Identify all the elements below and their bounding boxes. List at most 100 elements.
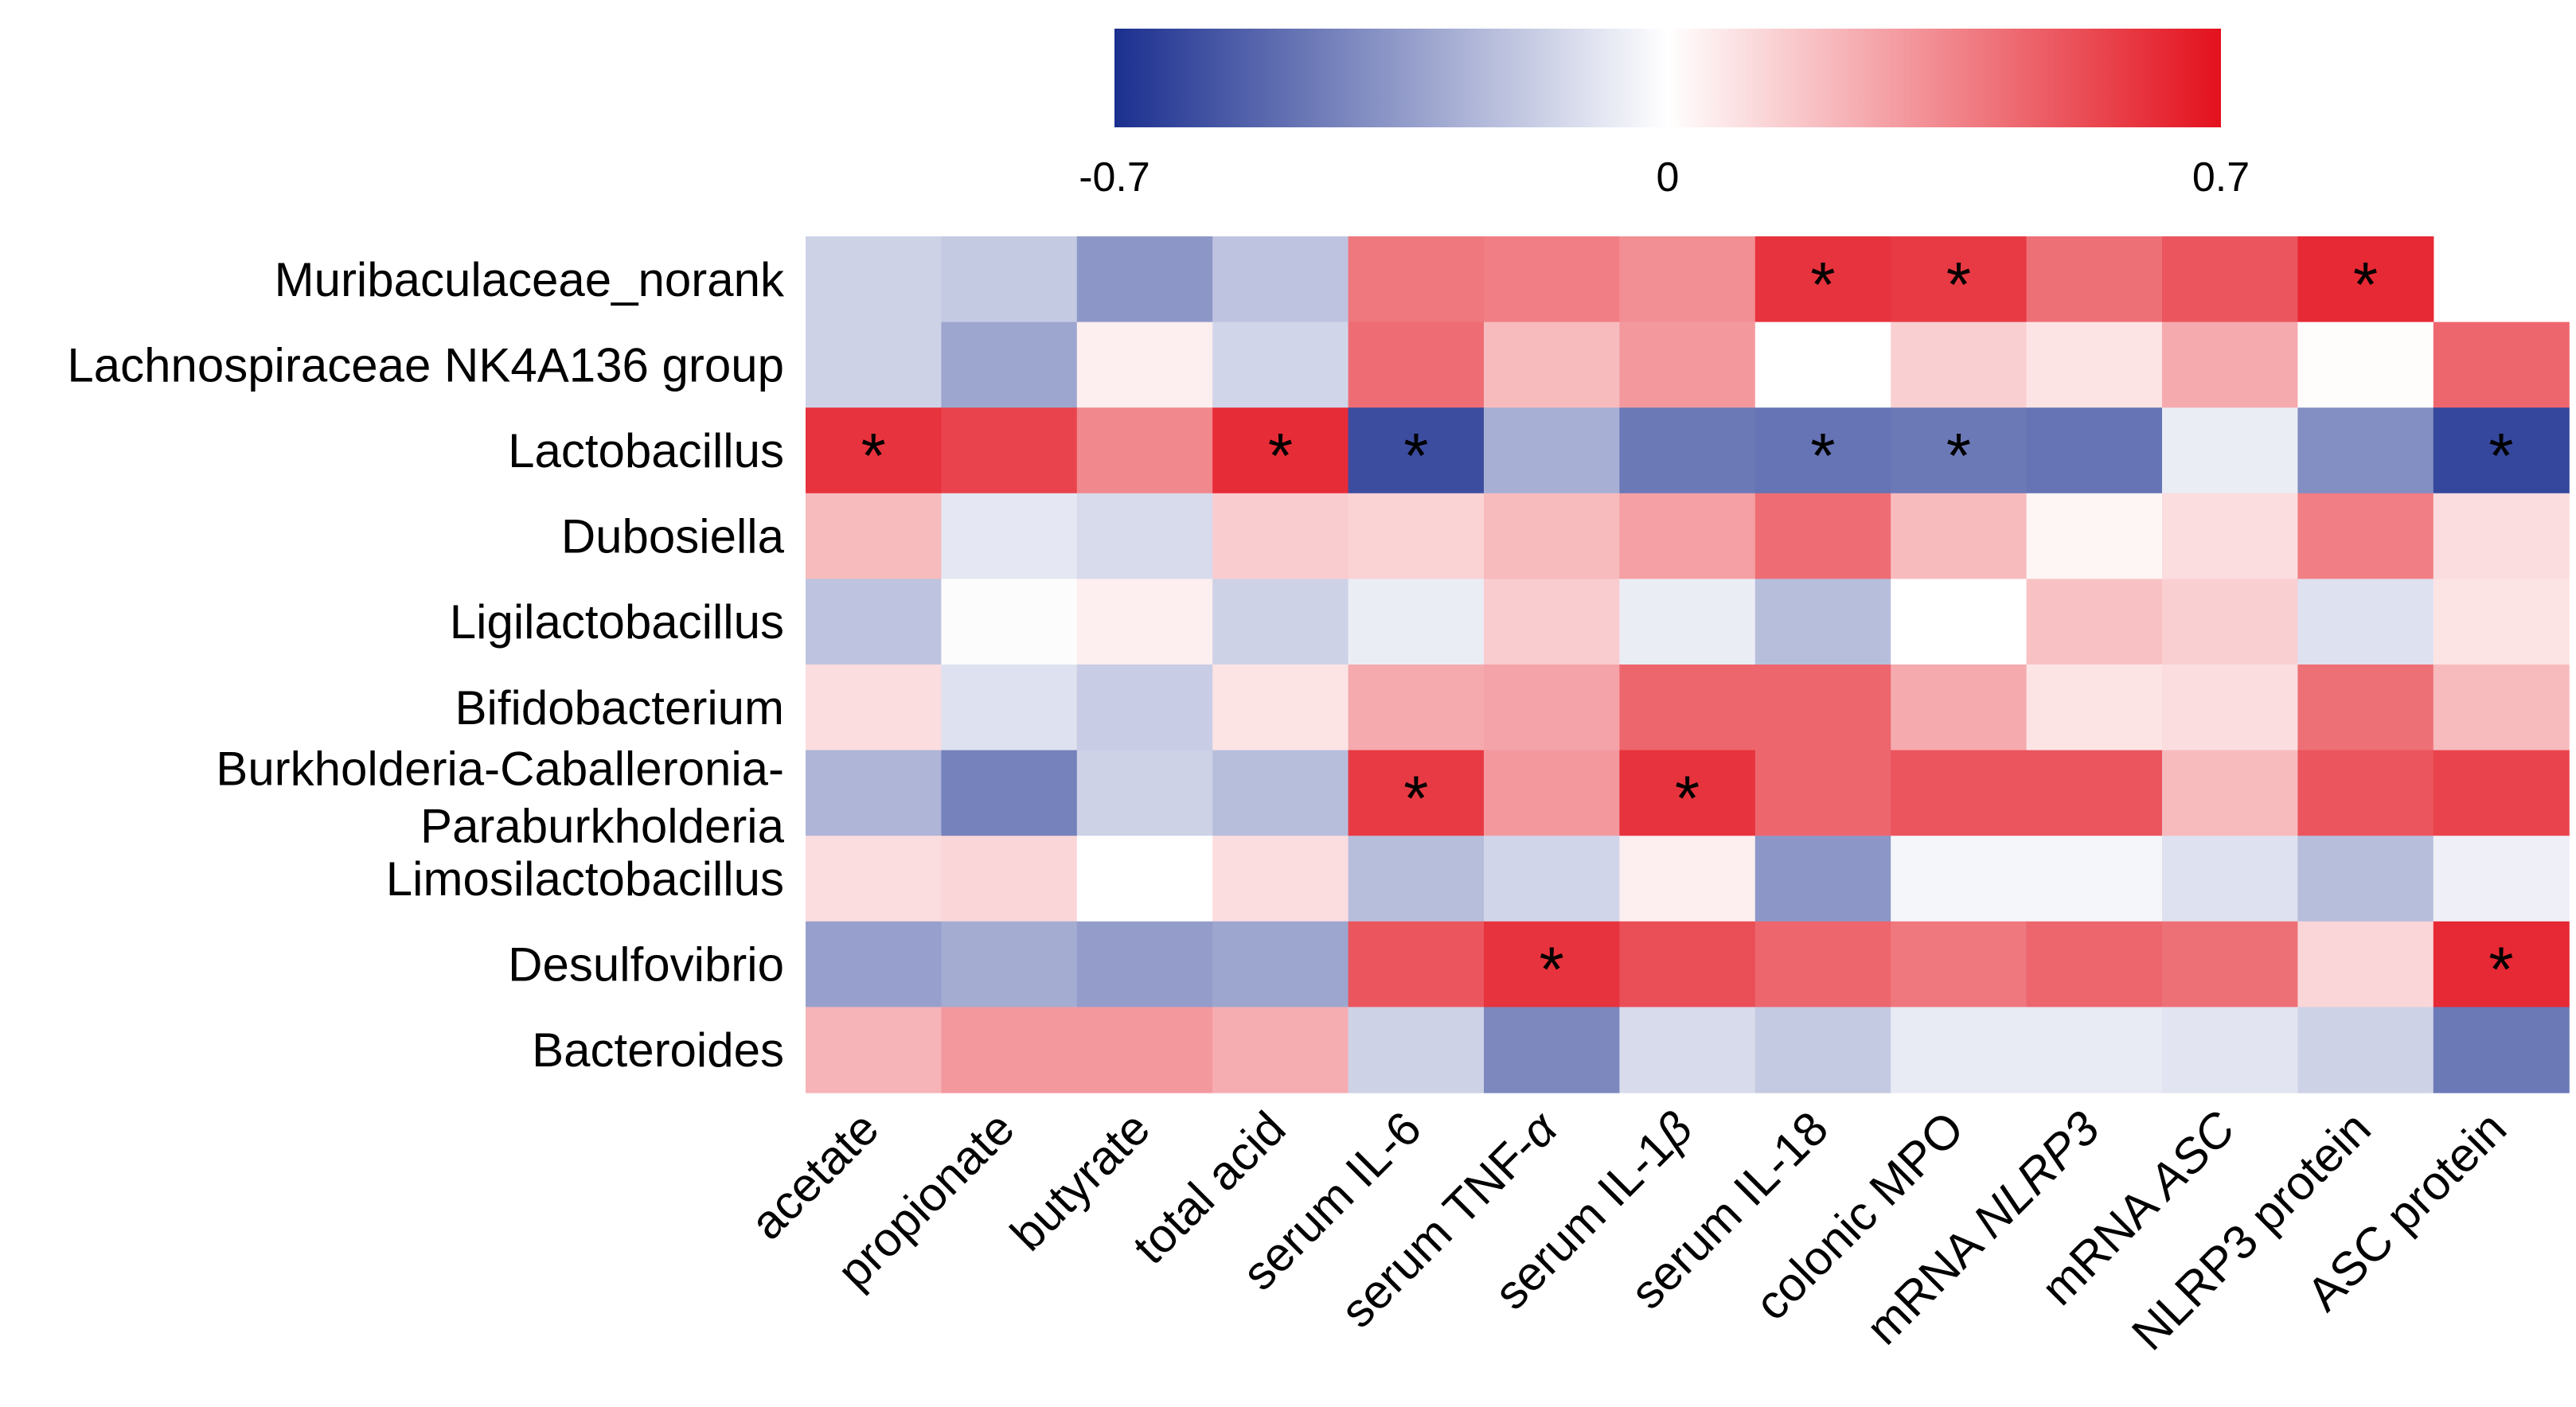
heatmap-cell-ligilactobacillus-serum-tnf [1484, 579, 1620, 665]
heatmap-cell-lachnospiraceae-nk4a136-group-butyrate [1076, 322, 1213, 408]
colorbar-tick-min: -0.7 [1079, 154, 1150, 201]
heatmap-cell-bacteroides-serum-il-18 [1754, 1007, 1891, 1093]
significance-markers: * * * * * * * * * * * * * [861, 249, 2514, 1005]
heatmap-cell-dubosiella-acetate [806, 493, 942, 579]
heatmap-cell-desulfovibrio-serum-tnf [1484, 921, 1620, 1008]
heatmap-cell-dubosiella-colonic-mpo [1891, 493, 2028, 579]
heatmap-cell-lachnospiraceae-nk4a136-group-serum-tnf [1484, 322, 1620, 408]
heatmap-cell-bifidobacterium-mrna-nlrp3 [2026, 665, 2163, 751]
colorbar-tick-max: 0.7 [2192, 154, 2250, 201]
heatmap-cell-limosilactobacillus-serum-il-1 [1619, 836, 1756, 922]
heatmap-cell-burkholderia-caballeronia-paraburkholderia-colonic-mpo [1891, 750, 2028, 836]
heatmap-cell-lachnospiraceae-nk4a136-group-mrna-nlrp3 [2026, 322, 2163, 408]
heatmap-cell-lactobacillus-total-acid [1212, 407, 1349, 494]
heatmap-cell-lachnospiraceae-nk4a136-group-propionate [941, 322, 1078, 408]
heatmap-cell-muribaculaceae-norank-serum-il-6 [1348, 236, 1485, 323]
heatmap-cell-lactobacillus-propionate [941, 407, 1078, 494]
column-label-mrna-nlrp3: mRNA NLRP3 [1856, 1101, 2110, 1355]
heatmap-cell-muribaculaceae-norank-serum-il-1 [1619, 236, 1756, 323]
colorbar-tick-mid: 0 [1657, 154, 1680, 201]
heatmap-cell-lactobacillus-serum-il-1 [1619, 407, 1756, 494]
heatmap-cell-ligilactobacillus-nlrp3-protein [2297, 579, 2434, 665]
heatmap-cell-lachnospiraceae-nk4a136-group-colonic-mpo [1891, 322, 2028, 408]
heatmap-cell-desulfovibrio-asc-protein [2433, 921, 2570, 1008]
heatmap-cell-burkholderia-caballeronia-paraburkholderia-total-acid [1212, 750, 1349, 836]
heatmap-cell-bifidobacterium-butyrate [1076, 665, 1213, 751]
heatmap-cell-lachnospiraceae-nk4a136-group-asc-protein [2433, 322, 2570, 408]
heatmap-cell-dubosiella-serum-il-6 [1348, 493, 1485, 579]
heatmap-cell-bacteroides-asc-protein [2433, 1007, 2570, 1093]
significance-star: * [1810, 249, 1835, 320]
heatmap-cell-bacteroides-serum-tnf [1484, 1007, 1620, 1093]
heatmap-cell-ligilactobacillus-acetate [806, 579, 942, 665]
heatmap-cell-burkholderia-caballeronia-paraburkholderia-serum-il-6 [1348, 750, 1485, 836]
heatmap-cell-burkholderia-caballeronia-paraburkholderia-serum-il-18 [1754, 750, 1891, 836]
heatmap-cell-ligilactobacillus-colonic-mpo [1891, 579, 2028, 665]
heatmap-cell-limosilactobacillus-total-acid [1212, 836, 1349, 922]
row-label-lactobacillus: Lactobacillus [508, 424, 784, 477]
heatmap-cell-bacteroides-butyrate [1076, 1007, 1213, 1093]
heatmap-cell-burkholderia-caballeronia-paraburkholderia-acetate [806, 750, 942, 836]
heatmap-cell-muribaculaceae-norank-butyrate [1076, 236, 1213, 323]
heatmap-cell-lactobacillus-butyrate [1076, 407, 1213, 494]
heatmap-cell-ligilactobacillus-serum-il-1 [1619, 579, 1756, 665]
heatmap-cell-lactobacillus-colonic-mpo [1891, 407, 2028, 494]
significance-star: * [1810, 420, 1835, 491]
heatmap-cell-desulfovibrio-propionate [941, 921, 1078, 1008]
significance-star: * [1946, 420, 1971, 491]
heatmap-cell-muribaculaceae-norank-serum-il-18 [1754, 236, 1891, 323]
significance-star: * [1403, 762, 1428, 833]
row-label-lachnospiraceae-nk4a136-group: Lachnospiraceae NK4A136 group [67, 338, 784, 392]
heatmap-cell-bacteroides-acetate [806, 1007, 942, 1093]
heatmap-cell-limosilactobacillus-asc-protein [2433, 836, 2570, 922]
heatmap-cell-muribaculaceae-norank-mrna-nlrp3 [2026, 236, 2163, 323]
significance-star: * [2488, 934, 2513, 1005]
significance-star: * [1403, 420, 1428, 491]
heatmap-cell-desulfovibrio-serum-il-18 [1754, 921, 1891, 1008]
row-label-bifidobacterium: Bifidobacterium [455, 681, 784, 735]
row-label-limosilactobacillus: Limosilactobacillus [386, 852, 784, 906]
heatmap-cell-lactobacillus-acetate [806, 407, 942, 494]
heatmap-cell-bifidobacterium-serum-tnf [1484, 665, 1620, 751]
heatmap-cell-desulfovibrio-mrna-asc [2162, 921, 2298, 1008]
heatmap-cell-lachnospiraceae-nk4a136-group-nlrp3-protein [2297, 322, 2434, 408]
heatmap-cell-limosilactobacillus-acetate [806, 836, 942, 922]
heatmap-cell-desulfovibrio-serum-il-6 [1348, 921, 1485, 1008]
heatmap-cell-lachnospiraceae-nk4a136-group-acetate [806, 322, 942, 408]
heatmap-cell-muribaculaceae-norank-propionate [941, 236, 1078, 323]
heatmap-cell-muribaculaceae-norank-serum-tnf [1484, 236, 1620, 323]
heatmap-cell-dubosiella-butyrate [1076, 493, 1213, 579]
heatmap-cell-lactobacillus-serum-il-18 [1754, 407, 1891, 494]
row-labels: Muribaculaceae_norank Lachnospiraceae NK4… [67, 253, 785, 1077]
heatmap-cell-dubosiella-nlrp3-protein [2297, 493, 2434, 579]
row-label-burkholderia-caballeronia-paraburkholderia-line-2: Paraburkholderia [420, 799, 785, 852]
heatmap-cell-bacteroides-mrna-asc [2162, 1007, 2298, 1093]
heatmap-cell-desulfovibrio-total-acid [1212, 921, 1349, 1008]
heatmap-cell-dubosiella-asc-protein [2433, 493, 2570, 579]
heatmap-cell-limosilactobacillus-butyrate [1076, 836, 1213, 922]
significance-star: * [1946, 249, 1971, 320]
heatmap-cell-limosilactobacillus-mrna-nlrp3 [2026, 836, 2163, 922]
heatmap-cell-lactobacillus-mrna-asc [2162, 407, 2298, 494]
heatmap-cell-bacteroides-serum-il-6 [1348, 1007, 1485, 1093]
row-label-muribaculaceae-norank: Muribaculaceae_norank [275, 253, 785, 306]
heatmap-cell-muribaculaceae-norank-colonic-mpo [1891, 236, 2028, 323]
heatmap-cell-ligilactobacillus-butyrate [1076, 579, 1213, 665]
heatmap-cell-limosilactobacillus-propionate [941, 836, 1078, 922]
row-label-bacteroides: Bacteroides [532, 1023, 784, 1077]
heatmap-cell-lachnospiraceae-nk4a136-group-serum-il-18 [1754, 322, 1891, 408]
heatmap-cell-desulfovibrio-nlrp3-protein [2297, 921, 2434, 1008]
heatmap-cell-bifidobacterium-serum-il-1 [1619, 665, 1756, 751]
heatmap-cell-bifidobacterium-acetate [806, 665, 942, 751]
heatmap-cell-ligilactobacillus-total-acid [1212, 579, 1349, 665]
heatmap-cell-burkholderia-caballeronia-paraburkholderia-mrna-nlrp3 [2026, 750, 2163, 836]
heatmap-cell-ligilactobacillus-asc-protein [2433, 579, 2570, 665]
heatmap-cell-muribaculaceae-norank-mrna-asc [2162, 236, 2298, 323]
significance-star: * [2488, 420, 2513, 491]
heatmap-cell-lactobacillus-asc-protein [2433, 407, 2570, 494]
heatmap-cell-lachnospiraceae-nk4a136-group-total-acid [1212, 322, 1349, 408]
heatmap-cell-ligilactobacillus-propionate [941, 579, 1078, 665]
heatmap-cell-burkholderia-caballeronia-paraburkholderia-butyrate [1076, 750, 1213, 836]
heatmap-cell-lactobacillus-serum-tnf [1484, 407, 1620, 494]
heatmap-cell-bifidobacterium-nlrp3-protein [2297, 665, 2434, 751]
